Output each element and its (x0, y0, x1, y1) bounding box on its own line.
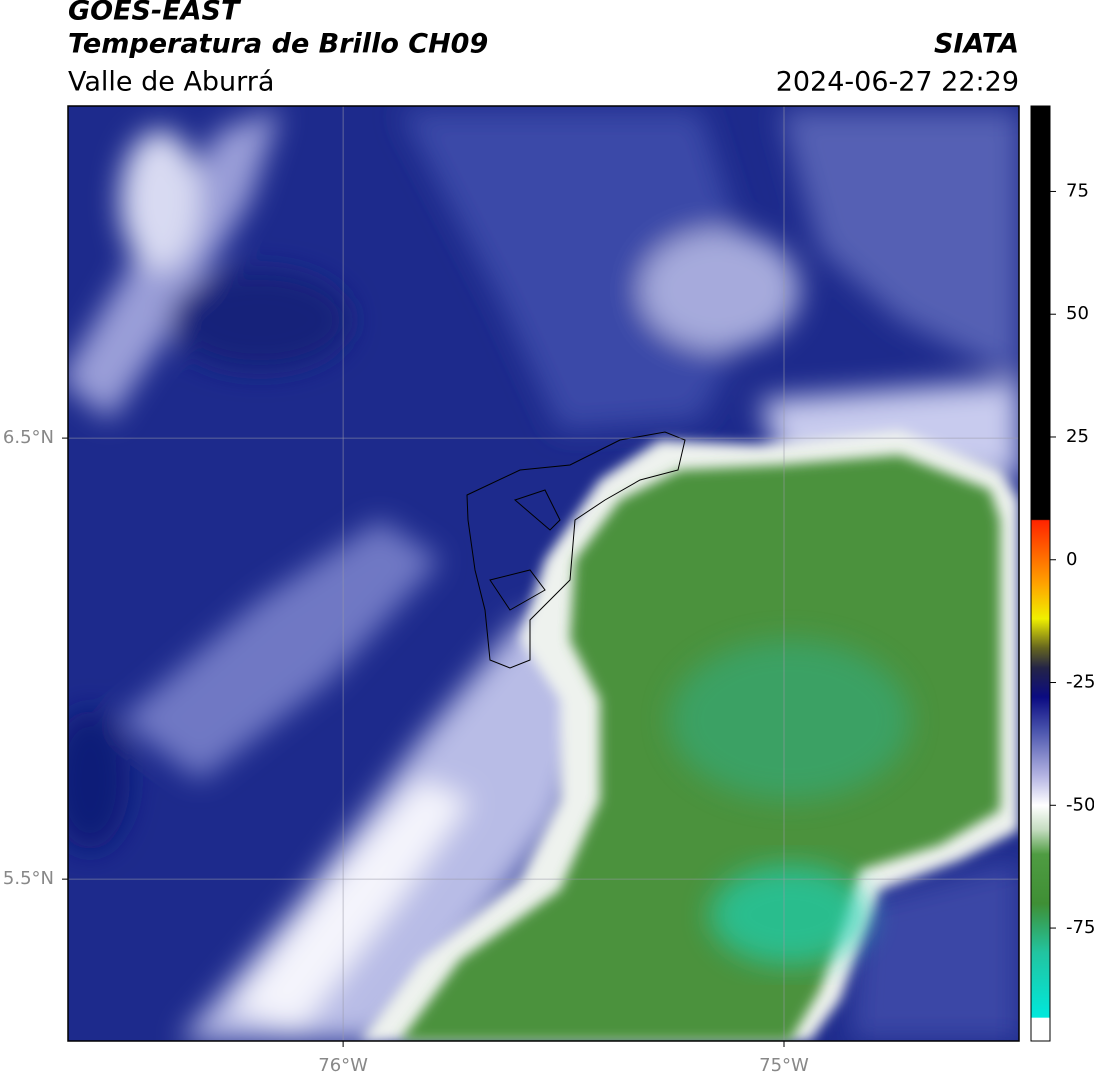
map-image (68, 106, 1019, 1041)
agency: SIATA (934, 29, 1019, 60)
y-tick-label: 6.5°N (3, 427, 54, 448)
y-tick-label: 5.5°N (3, 868, 54, 889)
municipal-boundaries (466, 431, 686, 669)
colorbar-tick-label: 75 (1066, 180, 1089, 201)
warm-core (670, 640, 910, 800)
colorbar-tick-label: 0 (1066, 549, 1077, 570)
datetime: 2024-06-27 22:29 (776, 67, 1019, 98)
title: GOES-EAST (68, 0, 242, 27)
colorbar (1030, 105, 1051, 1042)
map-frame (67, 105, 1020, 1042)
colorbar-tick-label: -75 (1066, 917, 1094, 938)
colorbar-tick-label: 50 (1066, 303, 1089, 324)
region: Valle de Aburrá (68, 67, 274, 98)
colorbar-tick-label: 25 (1066, 426, 1089, 447)
x-tick-label: 75°W (759, 1055, 809, 1076)
grid (68, 106, 1019, 1041)
warm-core (710, 865, 870, 965)
colorbar-tick-label: -50 (1066, 794, 1094, 815)
subtitle: Temperatura de Brillo CH09 (68, 29, 488, 60)
x-tick-label: 76°W (318, 1055, 368, 1076)
colorbar-tick-label: -25 (1066, 672, 1094, 693)
